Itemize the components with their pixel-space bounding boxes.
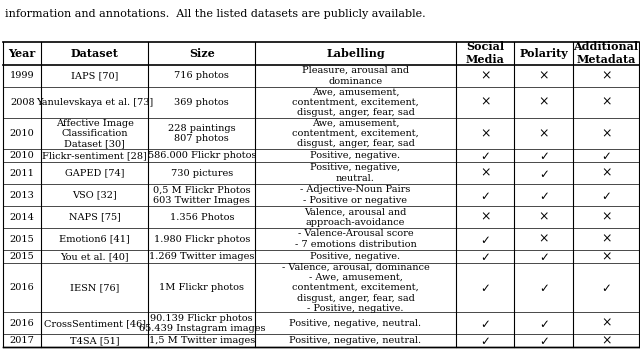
Text: IESN [76]: IESN [76] (70, 283, 120, 292)
Text: $\checkmark$: $\checkmark$ (539, 317, 548, 330)
Text: Polarity: Polarity (520, 48, 568, 59)
Text: Labelling: Labelling (326, 48, 385, 59)
Text: - Valence-Arousal score
- 7 emotions distribution: - Valence-Arousal score - 7 emotions dis… (294, 229, 417, 249)
Text: 716 photos: 716 photos (174, 71, 229, 80)
Text: 2017: 2017 (10, 336, 35, 345)
Text: 1999: 1999 (10, 71, 35, 80)
Text: $\times$: $\times$ (538, 69, 549, 82)
Text: $\checkmark$: $\checkmark$ (480, 281, 490, 294)
Text: $\checkmark$: $\checkmark$ (480, 149, 490, 162)
Text: 90.139 Flickr photos
65.439 Instagram images: 90.139 Flickr photos 65.439 Instagram im… (138, 314, 265, 333)
Text: $\times$: $\times$ (600, 317, 611, 330)
Text: IAPS [70]: IAPS [70] (71, 71, 118, 80)
Text: 2016: 2016 (10, 319, 35, 328)
Text: Flickr-sentiment [28]: Flickr-sentiment [28] (42, 151, 147, 160)
Text: Size: Size (189, 48, 214, 59)
Text: Positive, negative, neutral.: Positive, negative, neutral. (289, 336, 422, 345)
Text: $\times$: $\times$ (479, 127, 490, 140)
Text: information and annotations.  All the listed datasets are publicly available.: information and annotations. All the lis… (5, 9, 426, 19)
Text: $\checkmark$: $\checkmark$ (480, 250, 490, 263)
Text: $\times$: $\times$ (479, 210, 490, 224)
Text: Awe, amusement,
contentment, excitement,
disgust, anger, fear, sad: Awe, amusement, contentment, excitement,… (292, 119, 419, 148)
Text: $\checkmark$: $\checkmark$ (480, 334, 490, 347)
Text: $\times$: $\times$ (538, 210, 549, 224)
Text: $\times$: $\times$ (479, 166, 490, 179)
Text: Positive, negative,
neutral.: Positive, negative, neutral. (310, 163, 401, 183)
Text: 2010: 2010 (10, 129, 35, 138)
Text: NAPS [75]: NAPS [75] (68, 213, 121, 222)
Text: Additional
Metadata: Additional Metadata (573, 42, 639, 65)
Text: Awe, amusement,
contentment, excitement,
disgust, anger, fear, sad: Awe, amusement, contentment, excitement,… (292, 88, 419, 117)
Text: 228 paintings
807 photos: 228 paintings 807 photos (168, 124, 236, 143)
Text: 1M Flickr photos: 1M Flickr photos (159, 283, 244, 292)
Text: $\checkmark$: $\checkmark$ (480, 317, 490, 330)
Text: $\checkmark$: $\checkmark$ (539, 334, 548, 347)
Text: $\checkmark$: $\checkmark$ (539, 281, 548, 294)
Text: 1.980 Flickr photos: 1.980 Flickr photos (154, 235, 250, 244)
Text: Social
Media: Social Media (465, 42, 504, 65)
Text: 2013: 2013 (10, 191, 35, 200)
Text: $\checkmark$: $\checkmark$ (539, 188, 548, 201)
Text: 586.000 Flickr photos: 586.000 Flickr photos (148, 151, 256, 160)
Text: Pleasure, arousal and
dominance: Pleasure, arousal and dominance (302, 66, 409, 86)
Text: 1.269 Twitter images: 1.269 Twitter images (149, 252, 255, 261)
Text: GAPED [74]: GAPED [74] (65, 169, 124, 178)
Text: $\times$: $\times$ (538, 96, 549, 109)
Text: - Adjective-Noun Pairs
- Positive or negative: - Adjective-Noun Pairs - Positive or neg… (300, 185, 411, 205)
Text: Positive, negative.: Positive, negative. (310, 252, 401, 261)
Text: 2014: 2014 (10, 213, 35, 222)
Text: VSO [32]: VSO [32] (72, 191, 117, 200)
Text: Year: Year (8, 48, 36, 59)
Text: $\checkmark$: $\checkmark$ (539, 149, 548, 162)
Text: 2016: 2016 (10, 283, 35, 292)
Text: $\checkmark$: $\checkmark$ (480, 232, 490, 246)
Text: 2015: 2015 (10, 252, 35, 261)
Text: $\times$: $\times$ (600, 69, 611, 82)
Text: T4SA [51]: T4SA [51] (70, 336, 120, 345)
Text: Emotion6 [41]: Emotion6 [41] (60, 235, 130, 244)
Text: $\times$: $\times$ (600, 250, 611, 263)
Text: - Valence, arousal, dominance
- Awe, amusement,
contentment, excitement,
disgust: - Valence, arousal, dominance - Awe, amu… (282, 262, 429, 313)
Text: Valence, arousal and
approach-avoidance: Valence, arousal and approach-avoidance (304, 207, 406, 227)
Text: $\times$: $\times$ (600, 334, 611, 347)
Text: $\times$: $\times$ (479, 96, 490, 109)
Text: 1,5 M Twitter images: 1,5 M Twitter images (148, 336, 255, 345)
Text: Dataset: Dataset (71, 48, 118, 59)
Text: Positive, negative.: Positive, negative. (310, 151, 401, 160)
Text: $\times$: $\times$ (479, 69, 490, 82)
Text: $\times$: $\times$ (600, 166, 611, 179)
Text: $\checkmark$: $\checkmark$ (480, 188, 490, 201)
Text: $\checkmark$: $\checkmark$ (539, 166, 548, 179)
Text: $\times$: $\times$ (600, 127, 611, 140)
Text: Affective Image
Classification
Dataset [30]: Affective Image Classification Dataset [… (56, 119, 134, 148)
Text: 2010: 2010 (10, 151, 35, 160)
Text: $\checkmark$: $\checkmark$ (601, 149, 611, 162)
Text: Positive, negative, neutral.: Positive, negative, neutral. (289, 319, 422, 328)
Text: $\times$: $\times$ (600, 210, 611, 224)
Text: You et al. [40]: You et al. [40] (60, 252, 129, 261)
Text: 2015: 2015 (10, 235, 35, 244)
Text: CrossSentiment [46]: CrossSentiment [46] (44, 319, 146, 328)
Text: $\times$: $\times$ (538, 127, 549, 140)
Text: $\times$: $\times$ (538, 232, 549, 246)
Text: $\times$: $\times$ (600, 232, 611, 246)
Text: 1.356 Photos: 1.356 Photos (170, 213, 234, 222)
Text: 2011: 2011 (10, 169, 35, 178)
Text: 0,5 M Flickr Photos
603 Twitter Images: 0,5 M Flickr Photos 603 Twitter Images (153, 185, 251, 205)
Text: 730 pictures: 730 pictures (171, 169, 233, 178)
Text: 369 photos: 369 photos (175, 98, 229, 107)
Text: Yanulevskaya et al. [73]: Yanulevskaya et al. [73] (36, 98, 154, 107)
Text: $\checkmark$: $\checkmark$ (601, 281, 611, 294)
Text: 2008: 2008 (10, 98, 35, 107)
Text: $\checkmark$: $\checkmark$ (601, 188, 611, 201)
Text: $\checkmark$: $\checkmark$ (539, 250, 548, 263)
Text: $\times$: $\times$ (600, 96, 611, 109)
